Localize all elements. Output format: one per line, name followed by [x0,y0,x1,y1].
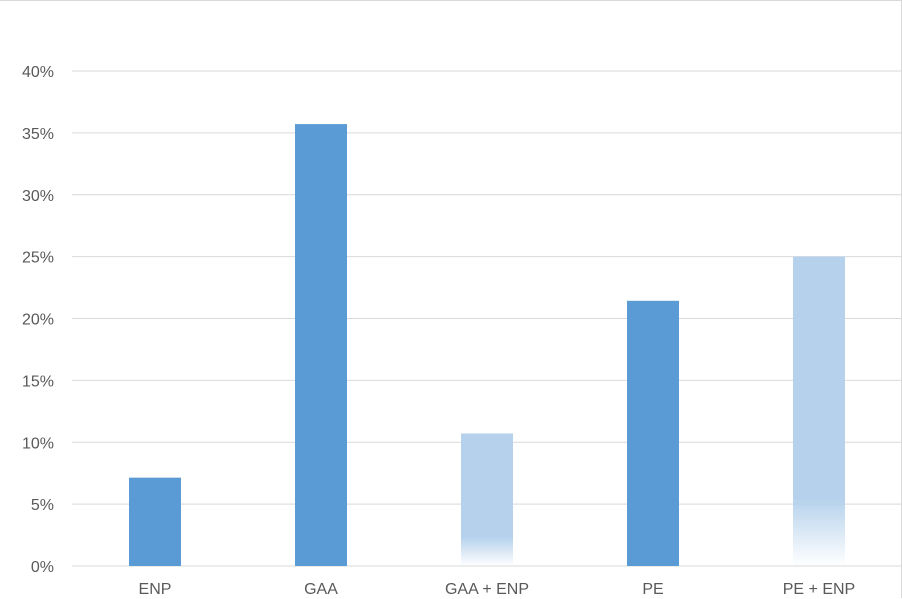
y-tick-label: 10% [22,435,54,452]
gridlines [72,70,902,567]
y-tick-label: 25% [22,250,54,267]
y-tick-label: 0% [31,559,54,576]
y-tick-label: 15% [22,373,54,390]
x-tick-label: PE [642,581,663,598]
bar-pe [627,300,679,566]
y-axis-tick-labels: 0% 5% 10% 15% 20% 25% 30% 35% 40% [22,64,54,576]
bar-gaa [295,124,347,567]
y-tick-label: 35% [22,126,54,143]
x-tick-label: PE + ENP [783,581,855,598]
y-tick-label: 20% [22,312,54,329]
bar-enp [129,477,181,566]
y-tick-label: 30% [22,188,54,205]
bar-gaa-enp [461,433,513,566]
x-tick-label: GAA [304,581,338,598]
x-tick-label: GAA + ENP [445,581,529,598]
bar-pe-enp [793,256,845,566]
bars [129,124,845,567]
x-tick-label: ENP [139,581,172,598]
x-axis-tick-labels: ENP GAA GAA + ENP PE PE + ENP [139,581,856,598]
y-tick-label: 5% [31,497,54,514]
y-tick-label: 40% [22,64,54,81]
